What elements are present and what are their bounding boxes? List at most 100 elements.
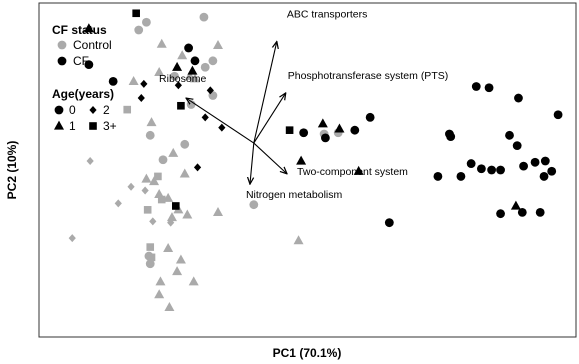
legend-swatch xyxy=(57,40,67,50)
x-axis-label: PC1 (70.1%) xyxy=(273,346,342,360)
data-point xyxy=(86,157,94,166)
data-point xyxy=(142,17,151,27)
data-point xyxy=(296,155,307,165)
data-point xyxy=(168,147,179,157)
data-point xyxy=(433,172,443,181)
loading-arrow xyxy=(253,42,277,144)
data-point xyxy=(145,259,155,269)
data-point xyxy=(208,56,218,66)
plot-panel xyxy=(38,2,577,338)
legend-label: Control xyxy=(73,38,112,52)
data-point xyxy=(466,159,476,168)
data-point xyxy=(149,176,160,186)
loading-arrow xyxy=(253,142,287,174)
data-point xyxy=(446,132,456,142)
data-point xyxy=(496,209,505,219)
data-point xyxy=(146,243,155,251)
data-point xyxy=(505,130,514,140)
data-point xyxy=(218,123,226,132)
data-point xyxy=(213,206,223,216)
loading-label: Phosphotransferase system (PTS) xyxy=(288,70,448,82)
legend-label: 2 xyxy=(103,103,110,117)
loading-label: ABC transporters xyxy=(287,9,368,21)
data-point xyxy=(206,86,214,95)
data-point xyxy=(167,218,175,227)
data-point xyxy=(140,79,148,88)
data-point xyxy=(512,141,522,150)
data-point xyxy=(553,110,563,120)
data-point xyxy=(539,172,549,181)
loading-label: Nitrogen metabolism xyxy=(246,189,343,201)
legend-swatch xyxy=(54,105,64,115)
data-point xyxy=(147,253,156,262)
data-point xyxy=(127,182,135,191)
data-point xyxy=(199,12,209,22)
data-point xyxy=(156,38,167,48)
legend-swatch xyxy=(57,56,67,66)
data-point xyxy=(353,165,364,175)
data-point xyxy=(350,125,360,135)
data-point xyxy=(132,9,140,18)
data-point xyxy=(530,157,540,167)
data-point xyxy=(384,218,394,228)
data-point xyxy=(321,133,330,143)
data-point xyxy=(193,163,202,172)
data-point xyxy=(128,75,139,85)
data-point xyxy=(114,199,122,208)
data-point xyxy=(145,130,155,140)
loading-arrow xyxy=(186,98,255,144)
data-point xyxy=(143,206,152,214)
data-point xyxy=(141,173,152,183)
legend-label: 3+ xyxy=(103,119,117,133)
legend-swatch xyxy=(89,106,97,114)
data-point xyxy=(293,235,304,245)
data-point xyxy=(170,71,179,81)
data-point xyxy=(510,200,521,210)
data-point xyxy=(146,117,157,127)
loadings-layer: ABC transporters Phosphotransferase syste… xyxy=(159,9,448,202)
loading-label: Ribosome xyxy=(159,73,206,85)
data-point xyxy=(200,62,210,72)
legend-swatch xyxy=(89,122,97,130)
data-point xyxy=(84,60,94,70)
data-point xyxy=(134,25,144,35)
legend-swatch xyxy=(54,120,64,130)
data-point xyxy=(174,81,182,90)
data-point xyxy=(519,161,528,171)
data-point xyxy=(141,186,149,195)
data-point xyxy=(188,276,199,286)
data-point xyxy=(83,23,94,33)
data-point xyxy=(535,207,545,217)
data-point xyxy=(172,202,180,210)
legend-age-title: Age(years) xyxy=(52,87,114,101)
data-point xyxy=(180,139,190,149)
data-point xyxy=(108,76,118,86)
data-point xyxy=(157,195,166,204)
data-point xyxy=(317,118,328,128)
legend-label: 0 xyxy=(69,103,76,117)
loading-arrow xyxy=(250,142,255,184)
data-point xyxy=(149,217,157,226)
loading-label: Two-component system xyxy=(297,166,408,178)
data-point xyxy=(184,43,193,53)
data-point xyxy=(299,128,309,138)
data-point xyxy=(172,266,183,276)
data-point xyxy=(540,156,550,166)
data-point xyxy=(189,73,200,83)
data-point xyxy=(514,93,523,103)
data-point xyxy=(163,242,174,252)
data-point xyxy=(175,254,186,264)
data-point xyxy=(123,105,132,114)
points-layer xyxy=(68,9,563,312)
data-point xyxy=(484,83,494,93)
data-point xyxy=(154,289,165,299)
data-point xyxy=(187,65,198,75)
data-point xyxy=(182,209,193,219)
data-point xyxy=(154,66,165,76)
data-point xyxy=(177,101,185,110)
data-point xyxy=(154,172,162,181)
data-point xyxy=(471,82,481,91)
data-point xyxy=(365,112,375,122)
data-point xyxy=(496,165,505,175)
